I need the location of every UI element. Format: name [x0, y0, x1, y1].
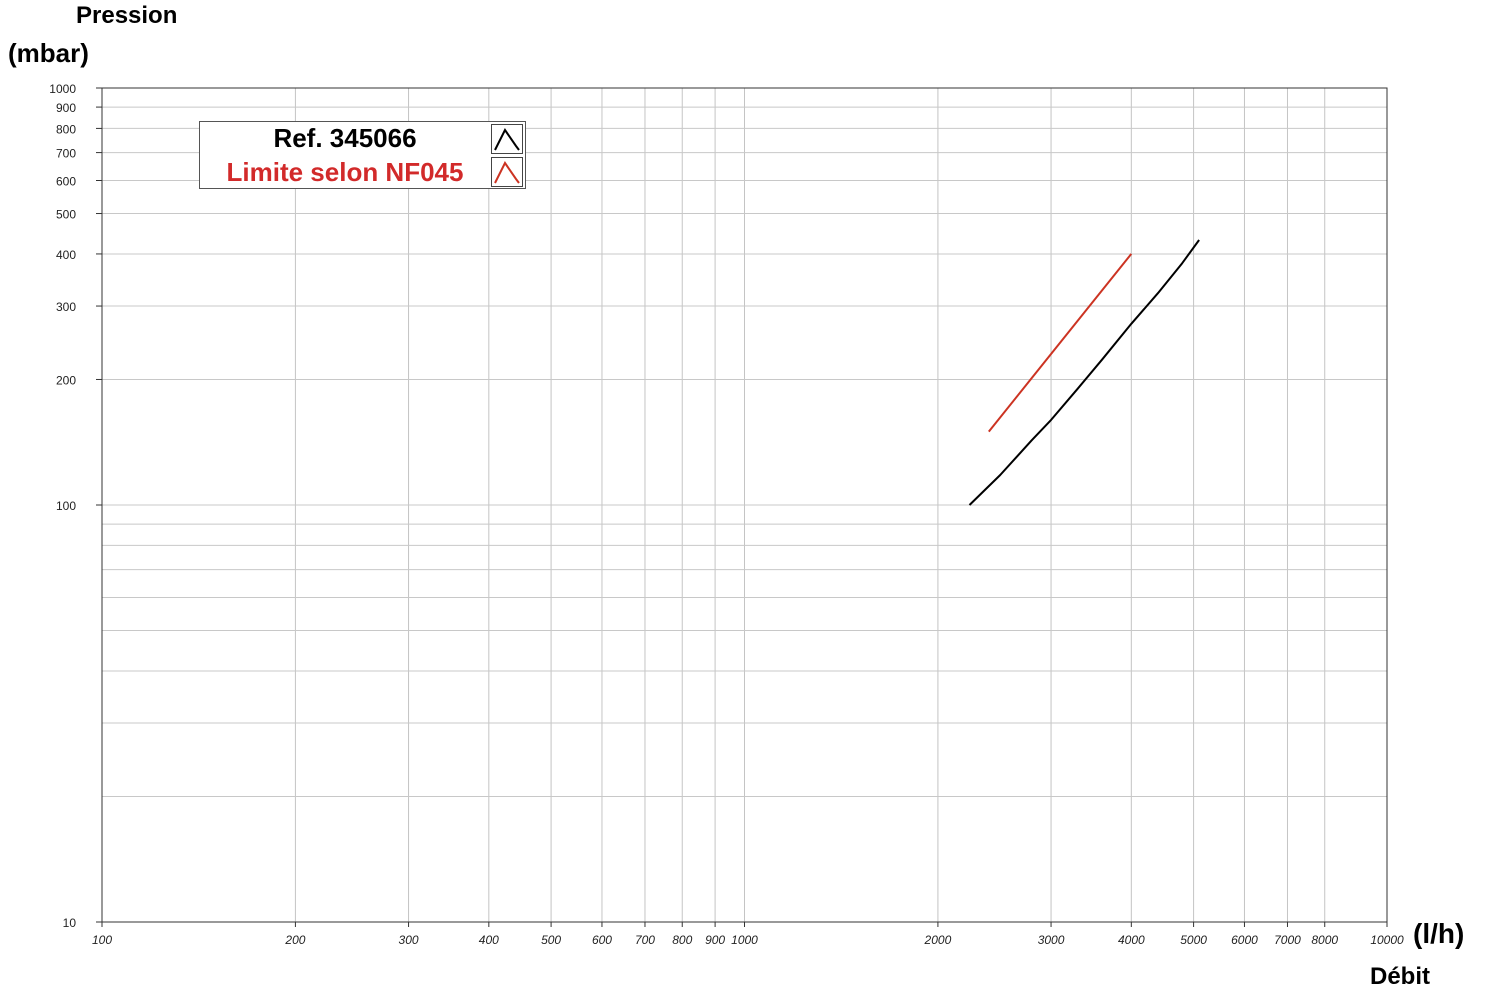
- y-tick-label: 700: [56, 147, 76, 161]
- x-tick-label: 10000: [1370, 933, 1404, 947]
- y-axis-unit: (mbar): [8, 38, 89, 68]
- y-tick-label: 100: [56, 499, 76, 513]
- y-tick-label: 1000: [49, 82, 76, 96]
- tick-labels: 10 100 200 300 400 500 600 700 800 900 1000 100 200 3…: [49, 82, 1404, 947]
- x-tick-label: 200: [284, 933, 305, 947]
- y-tick-label: 300: [56, 300, 76, 314]
- legend-label-limite: Limite selon NF045: [226, 157, 464, 187]
- x-tick-label: 8000: [1311, 933, 1338, 947]
- y-tick-label: 900: [56, 101, 76, 115]
- y-tick-label: 10: [63, 916, 77, 930]
- x-tick-label: 500: [541, 933, 561, 947]
- x-axis-title: Débit: [1370, 963, 1430, 990]
- x-tick-label: 700: [635, 933, 655, 947]
- series-lines: [968, 239, 1200, 506]
- series-line-0: [968, 239, 1200, 506]
- x-tick-label: 7000: [1274, 933, 1301, 947]
- grid-lines: [101, 88, 1388, 923]
- x-tick-label: 5000: [1180, 933, 1207, 947]
- series-line-1: [988, 253, 1133, 433]
- x-tick-label: 4000: [1118, 933, 1145, 947]
- y-tick-label: 800: [56, 122, 76, 136]
- legend-label-ref: Ref. 345066: [273, 123, 417, 153]
- plot-frame: [101, 87, 1388, 923]
- x-tick-label: 3000: [1038, 933, 1065, 947]
- y-tick-label: 600: [56, 175, 76, 189]
- x-tick-label: 800: [672, 933, 692, 947]
- x-tick-label: 2000: [924, 933, 952, 947]
- y-tick-label: 200: [56, 373, 76, 387]
- legend-line-icon-black: [491, 124, 523, 154]
- x-tick-label: 400: [479, 933, 499, 947]
- y-axis-title: Pression: [76, 2, 178, 29]
- x-axis-unit: (l/h): [1413, 918, 1465, 949]
- legend: Ref. 345066 Limite selon NF045: [199, 121, 526, 189]
- y-tick-label: 400: [56, 248, 76, 262]
- x-tick-label: 300: [399, 933, 419, 947]
- x-tick-label: 900: [705, 933, 725, 947]
- x-tick-label: 600: [592, 933, 612, 947]
- x-tick-label: 6000: [1231, 933, 1258, 947]
- y-tick-label: 500: [56, 208, 76, 222]
- legend-line-icon-red: [491, 157, 523, 187]
- x-tick-label: 1000: [731, 933, 758, 947]
- x-tick-label: 100: [92, 933, 112, 947]
